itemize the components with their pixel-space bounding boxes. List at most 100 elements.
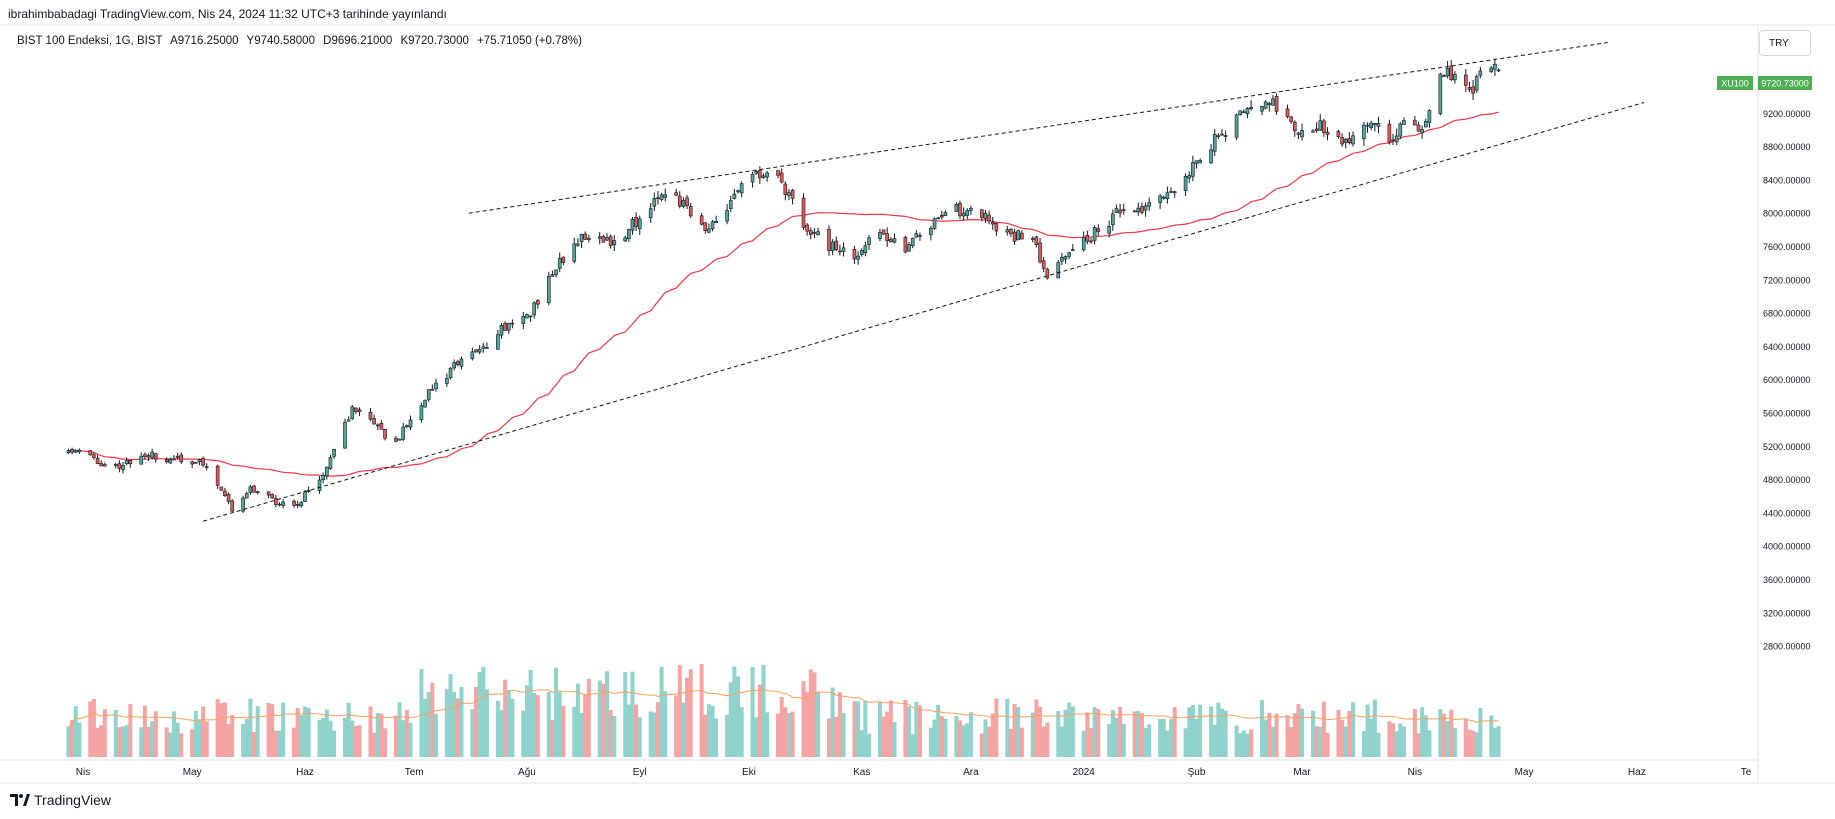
currency-selector[interactable]: TRY xyxy=(1759,30,1811,56)
candle-body xyxy=(550,274,555,277)
candles xyxy=(66,58,1501,513)
candle-body xyxy=(448,368,453,379)
candle-body xyxy=(943,212,948,217)
volume-bar xyxy=(954,715,959,757)
volume-bar xyxy=(328,720,333,757)
candle-body xyxy=(1314,128,1319,131)
candle-body xyxy=(601,236,606,243)
candle-body xyxy=(201,458,205,466)
volume-bar xyxy=(510,699,515,757)
volume-bar xyxy=(1088,728,1093,757)
time-tick-label: Haz xyxy=(1628,767,1646,778)
volume-bar xyxy=(1314,726,1319,757)
candle-body xyxy=(961,212,966,217)
volume-bar xyxy=(393,715,398,757)
volume-bar xyxy=(139,727,144,757)
time-tick-label: Eyl xyxy=(633,767,647,778)
candle-body xyxy=(383,429,387,439)
candle-body xyxy=(1322,120,1326,133)
volume-bar xyxy=(648,711,653,757)
volume-bar xyxy=(1420,707,1425,757)
ma-line xyxy=(68,111,1499,477)
candle-body xyxy=(1336,131,1341,137)
candle-body xyxy=(230,500,234,512)
volume-bar xyxy=(1223,710,1228,757)
volume-bar xyxy=(372,732,377,757)
candle-body xyxy=(419,405,424,421)
candle-body xyxy=(1489,67,1494,73)
candle-body xyxy=(244,493,249,499)
candle-body xyxy=(172,458,176,461)
price-tag-text: 9720.73000 xyxy=(1761,79,1809,89)
volume-bar xyxy=(535,695,540,757)
volume-bar xyxy=(837,692,842,757)
candle-body xyxy=(70,449,74,453)
trend-lines[interactable] xyxy=(202,42,1645,522)
time-tick-label: Nis xyxy=(76,767,90,778)
volume-bar xyxy=(532,692,537,757)
volume-bar xyxy=(634,704,639,757)
candle-body xyxy=(1394,135,1399,143)
candle-body xyxy=(1343,138,1348,143)
volume-bar xyxy=(626,704,631,757)
candle-body xyxy=(1030,238,1035,240)
volume-bar xyxy=(230,715,235,757)
tradingview-logo[interactable]: TradingView xyxy=(10,792,111,808)
candle-body xyxy=(1289,116,1293,122)
candle-body xyxy=(1234,114,1239,138)
volume-bar xyxy=(739,707,744,757)
volume-bar xyxy=(1467,729,1472,757)
candle-body xyxy=(332,448,336,457)
candle-body xyxy=(1351,135,1355,145)
candle-body xyxy=(1373,123,1377,126)
volume-bar xyxy=(1325,732,1330,757)
volume-bar xyxy=(1296,703,1301,757)
candle-body xyxy=(969,207,973,211)
volume-bar xyxy=(655,702,660,757)
volume-bar xyxy=(1070,706,1075,757)
candle-body xyxy=(503,323,507,331)
volume-bar xyxy=(1059,726,1064,757)
volume-bar xyxy=(754,717,759,757)
volume-bar xyxy=(433,713,438,757)
price-tick-label: 5200.00000 xyxy=(1763,442,1811,452)
symbol-name[interactable]: BIST 100 Endeksi, 1G, BIST xyxy=(17,35,163,47)
candle-body xyxy=(918,235,922,237)
candle-body xyxy=(1067,252,1071,257)
volume-bar xyxy=(1427,730,1432,757)
candle-body xyxy=(121,464,125,470)
candle-body xyxy=(325,466,329,477)
volume-bar xyxy=(714,718,719,757)
ticker-tag-box xyxy=(1717,76,1753,90)
candle-body xyxy=(652,198,657,207)
time-tick-label: Tem xyxy=(405,767,424,778)
candle-body xyxy=(914,233,919,238)
volume-bar xyxy=(1067,702,1072,757)
candle-body xyxy=(1118,209,1122,214)
volume-bar xyxy=(1438,709,1443,757)
candle-body xyxy=(779,172,784,183)
volume-bar xyxy=(805,691,810,757)
volume-bar xyxy=(554,667,559,757)
volume-bar xyxy=(426,692,431,757)
candle-body xyxy=(485,347,489,349)
volume-bar xyxy=(1219,708,1224,757)
candle-body xyxy=(401,426,406,440)
volume-bar xyxy=(168,732,173,757)
volume-bar xyxy=(786,712,791,757)
candle-body xyxy=(1089,240,1093,243)
volume-bar xyxy=(353,726,358,757)
volume-bars xyxy=(66,664,1501,757)
volume-bar xyxy=(1449,709,1454,757)
volume-bar xyxy=(725,714,730,757)
volume-bar xyxy=(142,705,147,757)
candle-body xyxy=(1063,256,1068,260)
volume-bar xyxy=(659,666,664,757)
candle-body xyxy=(728,200,733,209)
candle-body xyxy=(1012,231,1017,242)
candle-body xyxy=(77,449,82,452)
volume-bar xyxy=(888,700,893,757)
volume-bar xyxy=(266,702,271,757)
candle-body xyxy=(179,454,184,463)
